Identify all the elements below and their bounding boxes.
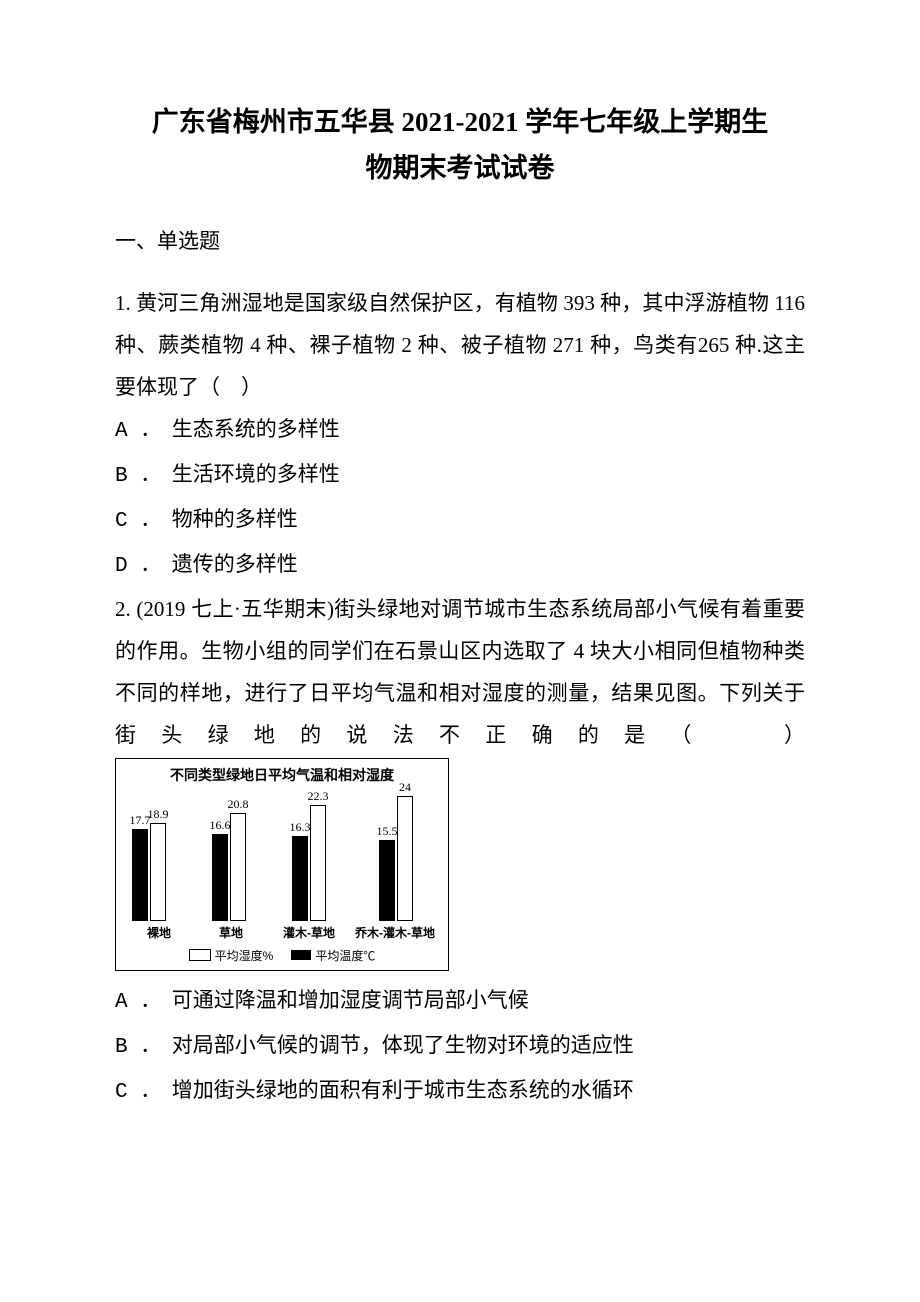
temp-bar-fill: [379, 840, 395, 921]
chart-legend: 平均湿度% 平均温度℃: [124, 947, 440, 964]
q2-option-b: B ． 对局部小气候的调节，体现了生物对环境的适应性: [115, 1024, 805, 1069]
bar-group: 17.718.9: [132, 823, 166, 921]
legend-humidity-label: 平均湿度%: [215, 947, 274, 964]
temp-bar: 17.7: [132, 829, 148, 921]
q2-option-c: C ． 增加街头绿地的面积有利于城市生态系统的水循环: [115, 1069, 805, 1114]
humidity-bar: 18.9: [150, 823, 166, 921]
exam-title: 广东省梅州市五华县 2021-2021 学年七年级上学期生 物期末考试试卷: [115, 100, 805, 192]
x-category-label: 草地: [194, 924, 268, 941]
legend-temp-label: 平均温度℃: [315, 947, 375, 964]
temp-bar: 15.5: [379, 840, 395, 921]
title-line-1: 广东省梅州市五华县 2021-2021 学年七年级上学期生: [152, 107, 769, 137]
humidity-bar-fill: [310, 805, 326, 921]
legend-humidity: 平均湿度%: [189, 947, 274, 964]
legend-temp-swatch: [291, 950, 311, 960]
section-heading-1: 一、单选题: [115, 220, 805, 262]
temp-bar: 16.6: [212, 834, 228, 920]
legend-humidity-swatch: [189, 949, 211, 961]
legend-temp: 平均温度℃: [291, 947, 375, 964]
q1-stem: 1. 黄河三角洲湿地是国家级自然保护区，有植物 393 种，其中浮游植物 116…: [115, 282, 805, 408]
temp-bar-label: 15.5: [377, 824, 398, 839]
x-category-label: 灌木-草地: [268, 924, 350, 941]
temp-bar-label: 16.6: [210, 818, 231, 833]
humidity-bar: 20.8: [230, 813, 246, 921]
q2-option-a: A ． 可通过降温和增加湿度调节局部小气候: [115, 979, 805, 1024]
humidity-bar-fill: [397, 796, 413, 921]
temp-bar-fill: [212, 834, 228, 920]
temp-bar-fill: [292, 836, 308, 921]
x-category-label: 乔木-灌木-草地: [350, 924, 440, 941]
q1-option-a: A ． 生态系统的多样性: [115, 408, 805, 453]
humidity-bar: 24: [397, 796, 413, 921]
temp-bar: 16.3: [292, 836, 308, 921]
humidity-bar: 22.3: [310, 805, 326, 921]
q1-option-b: B ． 生活环境的多样性: [115, 453, 805, 498]
chart-title: 不同类型绿地日平均气温和相对湿度: [124, 765, 440, 785]
chart-container: 不同类型绿地日平均气温和相对湿度 17.718.916.620.816.322.…: [115, 758, 449, 971]
humidity-bar-label: 24: [399, 780, 411, 795]
humidity-bar-fill: [230, 813, 246, 921]
bar-group: 16.620.8: [212, 813, 246, 921]
temp-bar-fill: [132, 829, 148, 921]
q1-option-d: D ． 遗传的多样性: [115, 543, 805, 588]
chart-x-axis: 裸地草地灌木-草地乔木-灌木-草地: [124, 921, 440, 941]
humidity-bar-label: 18.9: [148, 807, 169, 822]
q1-option-c: C ． 物种的多样性: [115, 498, 805, 543]
title-line-2: 物期末考试试卷: [366, 153, 555, 183]
humidity-bar-label: 20.8: [228, 797, 249, 812]
x-category-label: 裸地: [124, 924, 194, 941]
chart-plot-area: 17.718.916.620.816.322.315.524: [124, 791, 440, 921]
humidity-bar-label: 22.3: [308, 789, 329, 804]
temp-bar-label: 16.3: [290, 820, 311, 835]
q2-stem: 2. (2019 七上·五华期末)街头绿地对调节城市生态系统局部小气候有着重要的…: [115, 588, 805, 756]
exam-page: 广东省梅州市五华县 2021-2021 学年七年级上学期生 物期末考试试卷 一、…: [0, 0, 920, 1174]
bar-group: 16.322.3: [292, 805, 326, 921]
bar-group: 15.524: [379, 796, 413, 921]
humidity-bar-fill: [150, 823, 166, 921]
